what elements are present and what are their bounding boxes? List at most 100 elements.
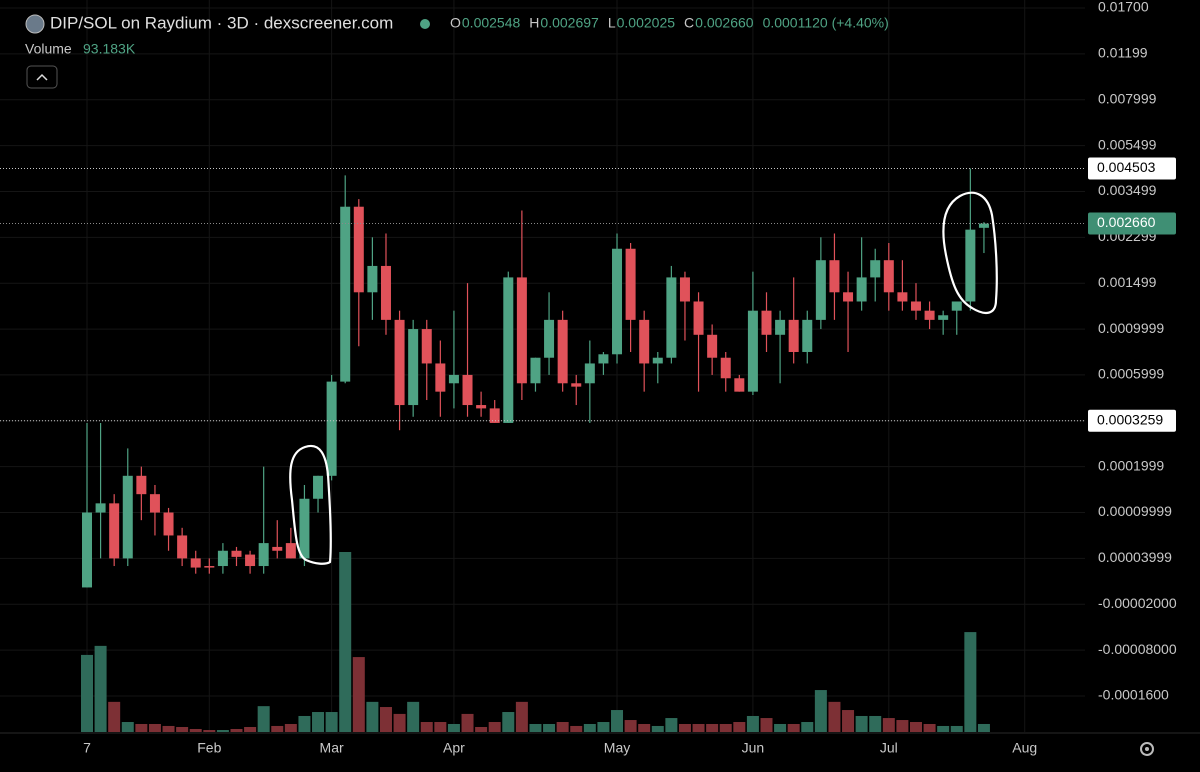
candle-body [978, 223, 989, 228]
volume-bar [842, 710, 855, 732]
x-tick-label: May [604, 740, 630, 756]
legend-value: 0.002660 [695, 15, 754, 31]
volume-bar [570, 725, 583, 732]
volume-bar [746, 715, 759, 732]
volume-bar [216, 730, 229, 732]
settings-icon-center [1145, 747, 1149, 751]
legend-value: 0.002025 [617, 15, 676, 31]
candle-body [299, 498, 310, 559]
candle-body [285, 543, 296, 559]
candle-body [897, 292, 908, 302]
volume-bar [760, 718, 773, 732]
candle-body [707, 334, 718, 358]
volume-bar [719, 723, 732, 732]
volume-bar [447, 723, 460, 732]
candle-body [190, 558, 201, 568]
volume-bar [543, 723, 556, 732]
candle-body [951, 301, 962, 311]
volume-bar [312, 712, 325, 732]
candle-body [380, 265, 391, 320]
volume-bar [909, 722, 922, 732]
volume-bar [855, 715, 868, 732]
candle-body [367, 265, 378, 293]
volume-bar [923, 723, 936, 732]
candle-body [693, 301, 704, 335]
volume-bar [108, 701, 121, 732]
candle-body [245, 554, 256, 567]
volume-label: Volume [25, 41, 72, 57]
volume-bar [352, 657, 365, 732]
volume-bar [556, 722, 569, 732]
candle-body [720, 357, 731, 379]
settings[interactable] [1140, 742, 1154, 756]
y-tick-label: 0.01700 [1098, 0, 1149, 15]
candle-body [666, 277, 677, 358]
volume-bar [475, 727, 488, 732]
candle-body [870, 260, 881, 278]
volume-bar [515, 701, 528, 732]
collapse-button[interactable] [26, 65, 58, 89]
volume-bar [461, 713, 474, 732]
volume-bar [407, 701, 420, 732]
price-label: 0.004503 [1097, 159, 1156, 175]
volume-bar [379, 707, 392, 732]
volume-bar [651, 725, 664, 732]
volume-bar [121, 722, 134, 732]
candle-body [965, 229, 976, 302]
volume-bar [597, 722, 610, 732]
y-tick-label: 0.01199 [1098, 45, 1148, 61]
y-tick-label: 0.0005999 [1098, 366, 1164, 382]
candle-body [353, 206, 364, 293]
volume-bar [135, 723, 148, 732]
legend-value: 0.002548 [462, 15, 521, 31]
volume-bar [678, 723, 691, 732]
candle-body [136, 475, 147, 495]
candle-body [476, 405, 487, 409]
volume-bar [814, 690, 827, 732]
candle-body [883, 260, 894, 293]
candle-body [177, 535, 188, 559]
volume-bar [896, 720, 909, 732]
y-tick-label: -0.0001600 [1098, 687, 1169, 703]
candle-body [612, 248, 623, 355]
volume-bar [502, 712, 515, 732]
settings-icon[interactable] [1140, 742, 1154, 756]
volume-bar [284, 723, 297, 732]
volume-bar [733, 722, 746, 732]
legend-change: 0.0001120 (+4.40%) [763, 15, 889, 31]
candle-body [489, 408, 500, 423]
candle-body [149, 494, 160, 513]
plot [0, 167, 1085, 732]
volume-bar [298, 715, 311, 732]
price-label-box [1088, 157, 1176, 180]
volume-bar [244, 727, 257, 732]
volume-bar [828, 701, 841, 732]
candle-body [421, 329, 432, 364]
candle-body [938, 315, 949, 320]
legend-key: L [608, 15, 616, 31]
price-label-box [1088, 409, 1176, 432]
volume-bar [869, 715, 882, 732]
candle-body [95, 503, 106, 513]
volume-bar [339, 552, 352, 732]
status-dot [420, 19, 430, 29]
volume-bar [638, 723, 651, 732]
candle-body [231, 550, 242, 557]
x-tick-label: 7 [83, 740, 91, 756]
volume-bar [787, 723, 800, 732]
candle-body [109, 503, 120, 559]
y-tick-label: 0.001499 [1098, 274, 1157, 290]
volume-bar [176, 727, 189, 732]
x-tick-label: Apr [443, 740, 465, 756]
price-label: 0.002660 [1097, 214, 1156, 230]
x-tick-label: Jun [742, 740, 765, 756]
volume-bar [882, 718, 895, 732]
y-tick-label: 0.0009999 [1098, 320, 1164, 336]
candle-body [788, 319, 799, 352]
hand-drawn-oval [289, 444, 332, 565]
volume-bar [488, 722, 501, 732]
candle-body [326, 381, 337, 476]
chart-title: DIP/SOL on Raydium · 3D · dexscreener.co… [50, 13, 393, 32]
